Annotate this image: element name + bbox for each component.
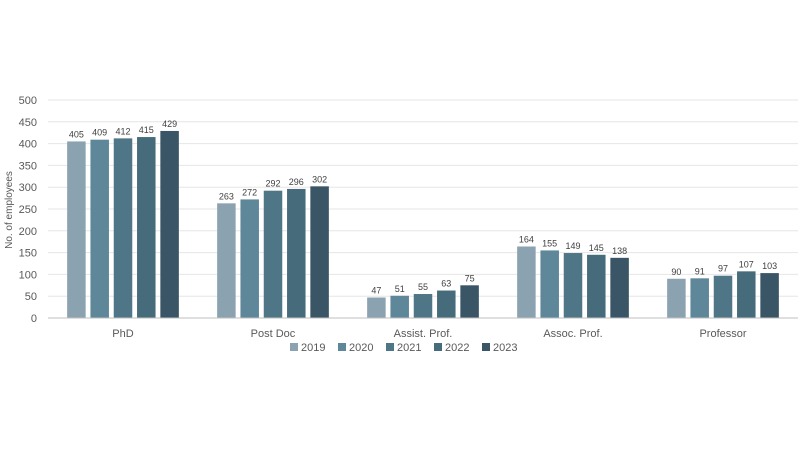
bar-2019 (667, 278, 686, 318)
bar-2021 (263, 190, 283, 318)
bar-2019 (367, 297, 386, 318)
bar-2023 (160, 130, 179, 318)
bars (67, 130, 779, 318)
data-label: 429 (162, 119, 177, 129)
x-category-label: Assoc. Prof. (543, 328, 602, 340)
y-tick-label: 250 (19, 204, 37, 216)
bar-2022 (587, 254, 606, 318)
x-category-label: Assist. Prof. (394, 328, 453, 340)
data-label: 75 (465, 273, 475, 283)
data-label: 90 (671, 267, 681, 277)
bar-2019 (67, 141, 86, 318)
bar-2020 (90, 139, 109, 318)
bar-2021 (413, 294, 433, 318)
bar-2021 (113, 138, 133, 318)
data-label: 164 (519, 234, 534, 244)
bar-2020 (390, 295, 409, 318)
legend-item: 2020 (338, 342, 373, 354)
legend-item: 2023 (482, 342, 517, 354)
data-label: 405 (69, 129, 84, 139)
bar-2023 (610, 257, 629, 318)
data-label: 107 (739, 259, 754, 269)
axes: 0 50 100 150 200 250 300 350 400 450 500 PhD Post Do… (19, 95, 798, 340)
data-label: 63 (441, 279, 451, 289)
bar-2022 (137, 137, 156, 318)
legend-swatch (290, 343, 298, 351)
legend-label: 2020 (349, 342, 373, 354)
data-label: 145 (589, 243, 604, 253)
bar-2023 (310, 186, 329, 318)
legend-swatch (338, 343, 346, 351)
data-label: 302 (312, 174, 327, 184)
legend-swatch (434, 343, 442, 351)
x-category-label: PhD (112, 328, 133, 340)
data-label: 47 (371, 286, 381, 296)
data-label: 103 (762, 261, 777, 271)
x-category-label: Professor (699, 328, 746, 340)
bar-2023 (460, 285, 479, 318)
data-label: 412 (115, 126, 130, 136)
legend-swatch (386, 343, 394, 351)
y-tick-label: 350 (19, 160, 37, 172)
data-labels: 405 409 412 415 429 263 272 292 296 302 47 51 55 63 75… (69, 119, 777, 296)
bar-2023 (760, 273, 779, 318)
data-label: 138 (612, 246, 627, 256)
y-tick-label: 400 (19, 139, 37, 151)
data-label: 51 (395, 284, 405, 294)
y-tick-label: 500 (19, 95, 37, 107)
legend-label: 2022 (445, 342, 469, 354)
bar-2021 (563, 253, 583, 318)
y-tick-label: 150 (19, 248, 37, 260)
legend-swatch (482, 343, 490, 351)
y-tick-label: 100 (19, 269, 37, 281)
legend-label: 2023 (493, 342, 517, 354)
legend-item: 2021 (386, 342, 421, 354)
legend-label: 2021 (397, 342, 421, 354)
data-label: 263 (219, 191, 234, 201)
bar-2022 (737, 271, 756, 318)
bar-2022 (437, 290, 456, 318)
y-tick-label: 50 (25, 291, 37, 303)
y-tick-label: 200 (19, 226, 37, 238)
data-label: 296 (289, 177, 304, 187)
data-label: 55 (418, 282, 428, 292)
bar-2021 (713, 275, 733, 318)
legend-label: 2019 (301, 342, 325, 354)
legend: 2019 2020 2021 2022 2023 (290, 342, 517, 354)
legend-item: 2019 (290, 342, 325, 354)
data-label: 91 (695, 266, 705, 276)
y-axis-title: No. of employees (4, 171, 15, 249)
data-label: 409 (92, 128, 107, 138)
data-label: 292 (265, 179, 280, 189)
x-category-label: Post Doc (251, 328, 296, 340)
y-tick-label: 300 (19, 182, 37, 194)
data-label: 155 (542, 238, 557, 248)
data-label: 415 (139, 125, 154, 135)
bar-2020 (240, 199, 259, 318)
data-label: 272 (242, 187, 257, 197)
legend-item: 2022 (434, 342, 469, 354)
data-label: 97 (718, 264, 728, 274)
bar-2022 (287, 188, 306, 318)
bar-2019 (217, 203, 236, 318)
bar-2020 (540, 250, 559, 318)
data-label: 149 (565, 241, 580, 251)
y-tick-label: 0 (31, 313, 37, 325)
y-tick-label: 450 (19, 117, 37, 129)
bar-2019 (517, 246, 536, 318)
bar-2020 (690, 278, 709, 318)
